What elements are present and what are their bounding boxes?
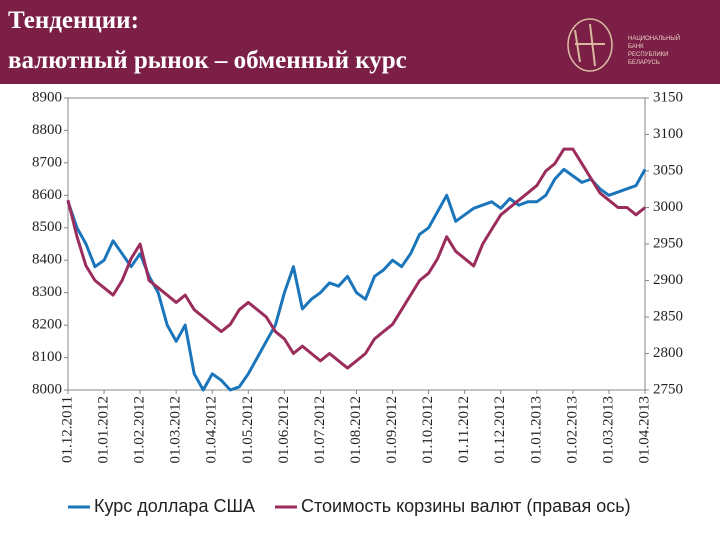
title-line: валютный рынок – обменный курс: [8, 47, 407, 74]
y2-tick-label: 3150: [653, 89, 683, 105]
x-tick-label: 01.01.2012: [96, 396, 112, 464]
plot-frame: [67, 97, 646, 391]
logo: НАЦИОНАЛЬНЫЙ БАНК РЕСПУБЛИКИ БЕЛАРУСЬ: [567, 18, 680, 72]
y2-tick-label: 3000: [653, 199, 683, 215]
y2-tick-label: 2950: [653, 235, 683, 251]
x-tick-label: 01.03.2012: [168, 396, 184, 464]
x-tick-label: 01.12.2011: [59, 396, 75, 463]
y-tick-label: 8100: [32, 349, 62, 365]
x-tick-label: 01.02.2013: [564, 396, 580, 464]
logo-text: НАЦИОНАЛЬНЫЙ: [628, 34, 680, 42]
logo-text: БЕЛАРУСЬ: [628, 60, 660, 66]
logo-emblem: [574, 23, 605, 67]
y-tick-label: 8800: [32, 122, 62, 138]
x-tick-label: 01.08.2012: [348, 396, 364, 464]
x-tick-label: 01.03.2013: [600, 396, 616, 464]
x-tick-label: 01.06.2012: [276, 396, 292, 464]
y2-tick-label: 2750: [653, 381, 683, 397]
x-tick-label: 01.11.2012: [456, 396, 472, 463]
x-tick-label: 01.10.2012: [420, 396, 436, 464]
logo-emblem: [567, 18, 613, 72]
x-tick-label: 01.04.2012: [204, 396, 220, 464]
y-tick-label: 8000: [32, 381, 62, 397]
x-tick-label: 01.05.2012: [240, 396, 256, 464]
y-tick-label: 8700: [32, 154, 62, 170]
y2-tick-label: 3100: [653, 126, 683, 142]
y-tick-label: 8200: [32, 317, 62, 333]
x-tick-label: 01.04.2013: [636, 396, 652, 464]
y-tick-label: 8300: [32, 284, 62, 300]
x-tick-label: 01.01.2013: [528, 396, 544, 464]
y2-tick-label: 2800: [653, 345, 683, 361]
x-tick-label: 01.12.2012: [492, 396, 508, 464]
y-tick-label: 8500: [32, 219, 62, 235]
legend-label: Курс доллара США: [94, 496, 255, 516]
title-line: Тенденции:: [8, 7, 139, 34]
logo-text: БАНК: [628, 44, 644, 50]
y-tick-label: 8400: [32, 252, 62, 268]
header-band: [0, 0, 720, 84]
y2-tick-label: 2900: [653, 272, 683, 288]
series-line: [66, 167, 647, 392]
y-tick-label: 8600: [32, 187, 62, 203]
series-line: [66, 147, 646, 370]
x-tick-label: 01.09.2012: [384, 396, 400, 464]
x-tick-label: 01.02.2012: [132, 396, 148, 464]
x-tick-label: 01.07.2012: [312, 396, 328, 464]
y2-tick-label: 3050: [653, 162, 683, 178]
y-tick-label: 8900: [32, 89, 62, 105]
legend-label: Стоимость корзины валют (правая ось): [301, 496, 631, 516]
logo-text: РЕСПУБЛИКИ: [628, 52, 668, 58]
y2-tick-label: 2850: [653, 308, 683, 324]
